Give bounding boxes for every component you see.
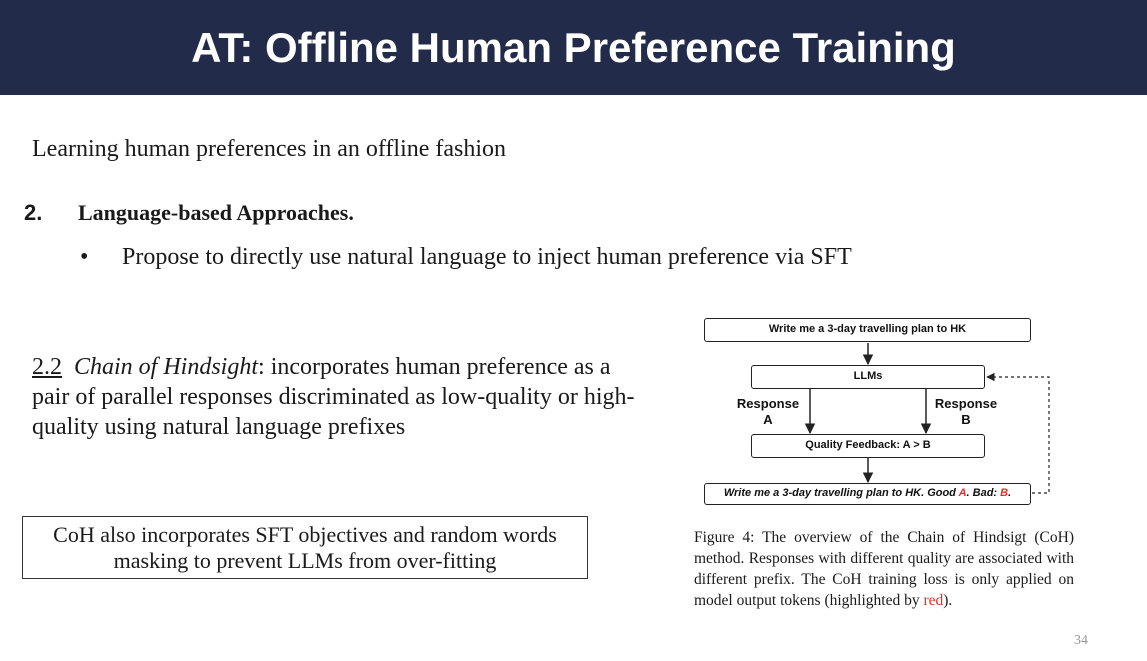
title-bar: AT: Offline Human Preference Training [0,0,1147,95]
caption-end: ). [943,592,953,609]
prompt-box: Write me a 3-day travelling plan to HK [704,318,1031,342]
response-b-line2: B [961,412,971,427]
coh-note-box: CoH also incorporates SFT objectives and… [22,516,588,579]
output-b: B [1000,487,1009,499]
coh-number: 2.2 [32,354,62,380]
response-a-line2: A [763,412,773,427]
feedback-box: Quality Feedback: A > B [751,434,985,458]
output-a: A [958,487,967,499]
llm-box: LLMs [751,365,985,389]
feedback-loop-arrow [986,372,1050,494]
caption-red-word: red [923,592,944,609]
coh-diagram: Write me a 3-day travelling plan to HK L… [700,315,1060,510]
coh-text: : incorporates human preference as a pai… [32,354,635,440]
response-a-label: Response A [732,396,804,428]
response-a-line1: Response [736,396,800,411]
section-number: 2. [24,200,43,225]
bullet-icon: • [80,244,89,270]
caption-text: Figure 4: The overview of the Chain of H… [694,529,1074,609]
slide-title: AT: Offline Human Preference Training [191,24,956,71]
section-title: Language-based Approaches. [78,200,354,225]
response-b-line1: Response [934,396,998,411]
slide-subtitle: Learning human preferences in an offline… [32,136,507,162]
page-number: 34 [1074,633,1088,648]
response-b-label: Response B [930,396,1002,428]
output-end: . [1008,487,1012,499]
bullet-text: Propose to directly use natural language… [122,244,852,270]
coh-description: 2.2 Chain of Hindsight: incorporates hum… [32,352,652,442]
coh-name: Chain of Hindsight [74,354,259,380]
output-box: Write me a 3-day travelling plan to HK. … [704,483,1031,505]
output-mid: . Bad: [966,487,1001,499]
figure-caption: Figure 4: The overview of the Chain of H… [694,527,1074,611]
output-prefix: Write me a 3-day travelling plan to HK. … [723,487,959,499]
diagram-arrows [804,343,1050,494]
